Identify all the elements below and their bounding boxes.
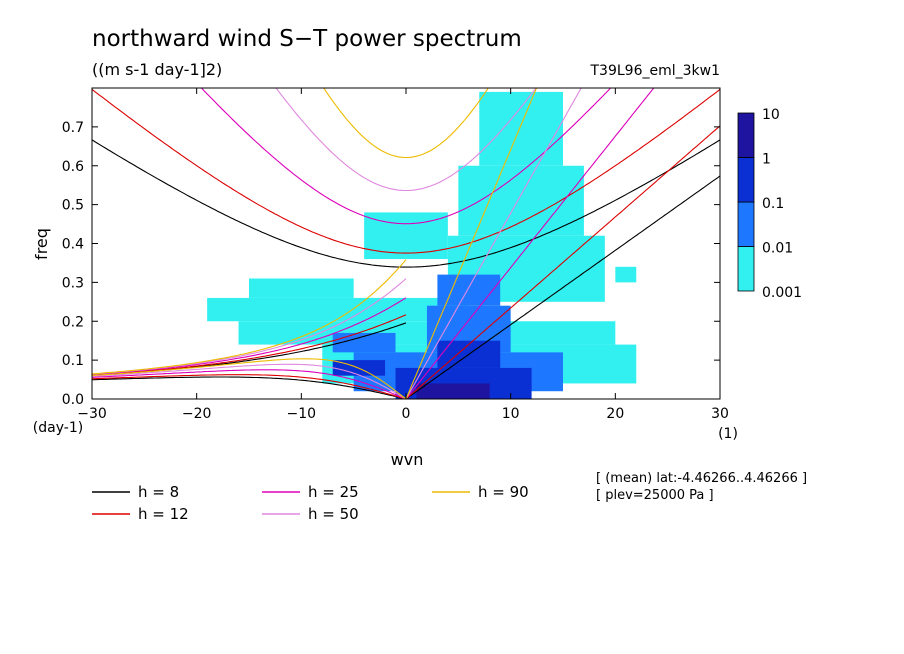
colorbar-label: 0.1 [762,196,784,212]
curve-h-25-mrg [92,297,407,376]
y-tick-label: 0.2 [62,314,84,330]
curve-h-50-kelvin [405,88,582,399]
curve-h-12-mrg [92,314,407,376]
y-tick-label: 0.1 [62,353,84,369]
x-axis-label: wvn [391,450,424,469]
legend-label: h = 12 [138,505,189,523]
plot-area: −30 −20 −10 0 10 20 30 0.0 0.1 0.2 0.3 0.4 0.5 0.6 0.7 [62,87,729,422]
chart-title: northward wind S−T power spectrum [92,26,522,52]
curve-h-12-ig [92,88,720,254]
x-tick-label: 20 [606,406,624,422]
colorbar-label: 0.001 [762,285,802,301]
curve-h-8-ig [92,139,720,268]
colorbar-label: 1 [762,152,771,168]
y-tick-label: 0.0 [62,392,84,408]
x-tick-label: 10 [502,406,520,422]
x-tick-label: 0 [402,406,411,422]
curve-h-90-kelvin [405,88,538,399]
curve-h-90-mrg [92,259,407,375]
curve-h-90 [92,88,538,399]
curve-h-25 [92,88,655,399]
y-tick-label: 0.4 [62,237,84,253]
curve-h-12-eq [92,374,407,399]
axis-ticks: −30 −20 −10 0 10 20 30 0.0 0.1 0.2 0.3 0.4 0.5 0.6 0.7 [62,88,729,422]
y-axis-label: freq [32,228,51,260]
y-tick-label: 0.5 [62,198,84,214]
annotation-notes: [ (mean) lat:-4.46266..4.46266 ] [ plev=2… [596,471,807,503]
spectrum-patch-12 [332,332,396,353]
x-tick-label: −30 [77,406,107,422]
note-line: [ (mean) lat:-4.46266..4.46266 ] [596,471,807,486]
curve-h-8-eq [92,376,407,399]
curve-h-8-kelvin [405,175,720,399]
colorbar: 0.001 0.01 0.1 1 10 [737,107,802,301]
spectrum-patch-2 [249,278,354,298]
curve-h-12-kelvin [405,125,720,399]
legend-label: h = 25 [308,483,359,501]
curve-h-50-ig [275,88,537,192]
spectrum-patch-16 [416,383,490,399]
colorbar-swatch [737,112,755,158]
x-tick-label: 30 [711,406,729,422]
colorbar-swatch [737,201,755,247]
y-tick-label: 0.3 [62,275,84,291]
dispersion-curves [92,88,720,399]
spectrum-patch-6 [479,91,563,166]
y-tick-label: 0.7 [62,120,84,136]
colorbar-swatch [737,246,755,292]
curve-h-25-ig [200,88,612,225]
legend: h = 8 h = 12 h = 25 h = 50 h = 90 [92,483,529,523]
legend-label: h = 8 [138,483,179,501]
legend-label: h = 90 [478,483,529,501]
x-tick-label: −10 [287,406,317,422]
x-tick-label: −20 [182,406,212,422]
x-unit-label: (1) [718,426,738,442]
curve-h-8 [92,139,720,399]
chart-subtitle: ((m s-1 day-1]2) [92,60,222,79]
curve-h-25-kelvin [405,88,655,399]
colorbar-swatch [737,157,755,203]
run-label: T39L96_eml_3kw1 [590,63,721,79]
curve-h-12 [92,88,720,399]
spectrum-contours [207,91,637,399]
y-unit-label: (day-1) [33,420,83,436]
colorbar-label: 0.01 [762,241,793,257]
curve-h-50-eq [92,363,407,399]
legend-label: h = 50 [308,505,359,523]
note-line: [ plev=25000 Pa ] [596,488,714,503]
colorbar-label: 10 [762,107,780,123]
curve-h-90-eq [92,358,407,399]
curve-h-90-ig [323,88,489,159]
curve-h-25-eq [92,369,407,399]
y-tick-label: 0.6 [62,159,84,175]
spectrum-patch-8 [615,266,637,283]
